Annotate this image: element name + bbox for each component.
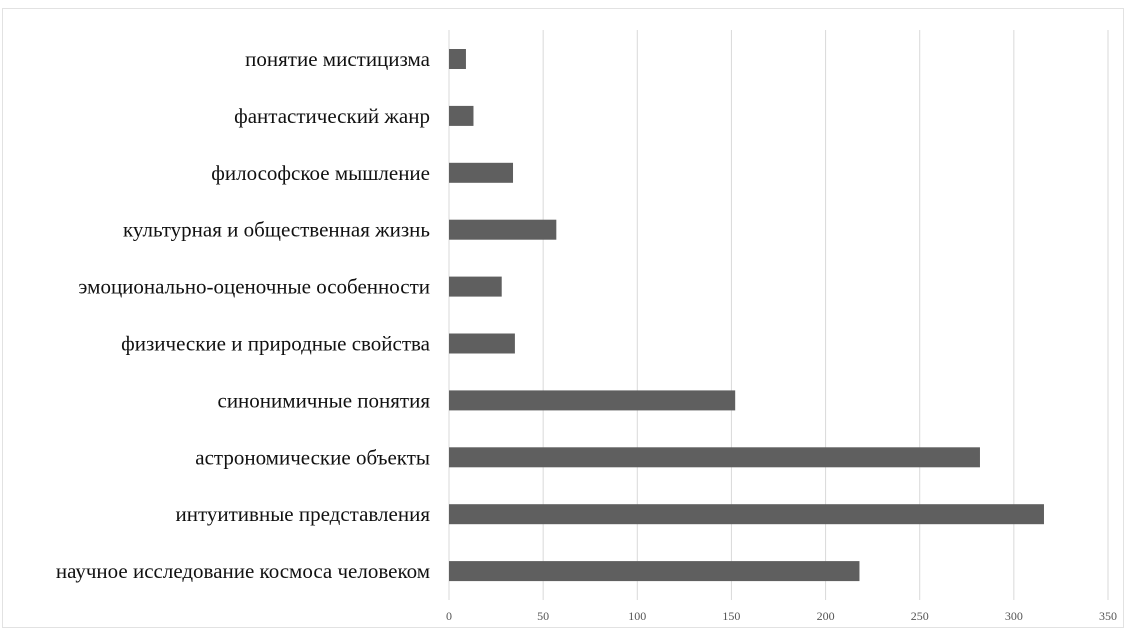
x-tick-labels: 0 50 100 150 200 250 300 350 (446, 609, 1117, 623)
category-label-9: научное исследование космоса человеком (56, 559, 430, 583)
bar-7 (449, 447, 980, 468)
bar-3 (449, 219, 557, 240)
x-tick-label-1: 50 (537, 609, 549, 623)
category-label-0: понятие мистицизма (245, 47, 431, 71)
category-label-5: физические и природные свойства (121, 332, 431, 356)
bar-8 (449, 504, 1044, 525)
category-label-1: фантастический жанр (234, 104, 430, 128)
bar-9 (449, 561, 860, 582)
category-label-2: философское мышление (211, 161, 430, 185)
x-tick-label-4: 200 (817, 609, 835, 623)
bar-4 (449, 276, 502, 297)
x-tick-label-0: 0 (446, 609, 452, 623)
bar-5 (449, 333, 515, 354)
category-label-7: астрономические объекты (195, 445, 430, 469)
x-tick-label-2: 100 (628, 609, 646, 623)
x-tick-label-6: 300 (1005, 609, 1023, 623)
x-tick-label-5: 250 (911, 609, 929, 623)
category-label-4: эмоционально-оценочные особенности (78, 275, 430, 299)
bar-1 (449, 105, 474, 126)
bar-6 (449, 390, 736, 411)
bar-0 (449, 49, 466, 69)
bar-2 (449, 162, 514, 183)
category-label-6: синонимичные понятия (218, 388, 431, 412)
x-tick-label-7: 350 (1099, 609, 1117, 623)
category-label-3: культурная и общественная жизнь (123, 218, 430, 242)
chart-frame (2, 8, 1124, 628)
x-tick-label-3: 150 (722, 609, 740, 623)
category-labels: понятие мистицизма фантастический жанр фил… (56, 47, 431, 583)
category-label-8: интуитивные представления (176, 502, 431, 526)
bars (449, 49, 1044, 582)
